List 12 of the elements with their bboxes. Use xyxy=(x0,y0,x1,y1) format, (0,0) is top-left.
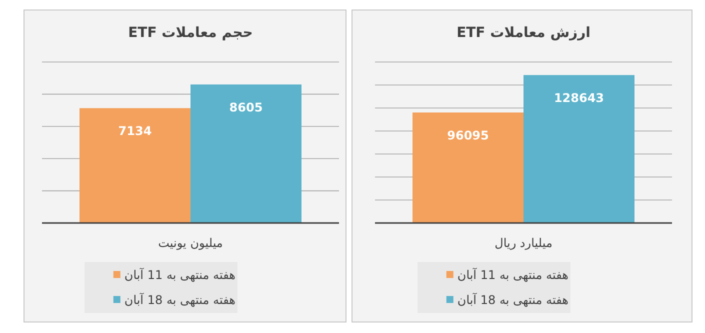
x-axis-title: میلیون یونیت xyxy=(158,236,223,250)
data-label: 7134 xyxy=(118,124,152,138)
legend-label: هفته منتهی به 18 آبان xyxy=(457,292,568,307)
data-label: 128643 xyxy=(554,91,604,106)
data-label: 96095 xyxy=(447,128,489,142)
chart-title: حجم معاملات ETF xyxy=(128,25,253,41)
data-label: 8605 xyxy=(229,100,263,114)
legend-label: هفته منتهی به 18 آبان xyxy=(124,292,236,307)
legend-label: هفته منتهی به 11 آبان xyxy=(457,267,568,282)
legend-label: هفته منتهی به 11 آبان xyxy=(124,267,236,282)
chart-title: ارزش معاملات ETF xyxy=(456,25,590,41)
x-axis-title: میلیارد ریال xyxy=(494,236,552,250)
